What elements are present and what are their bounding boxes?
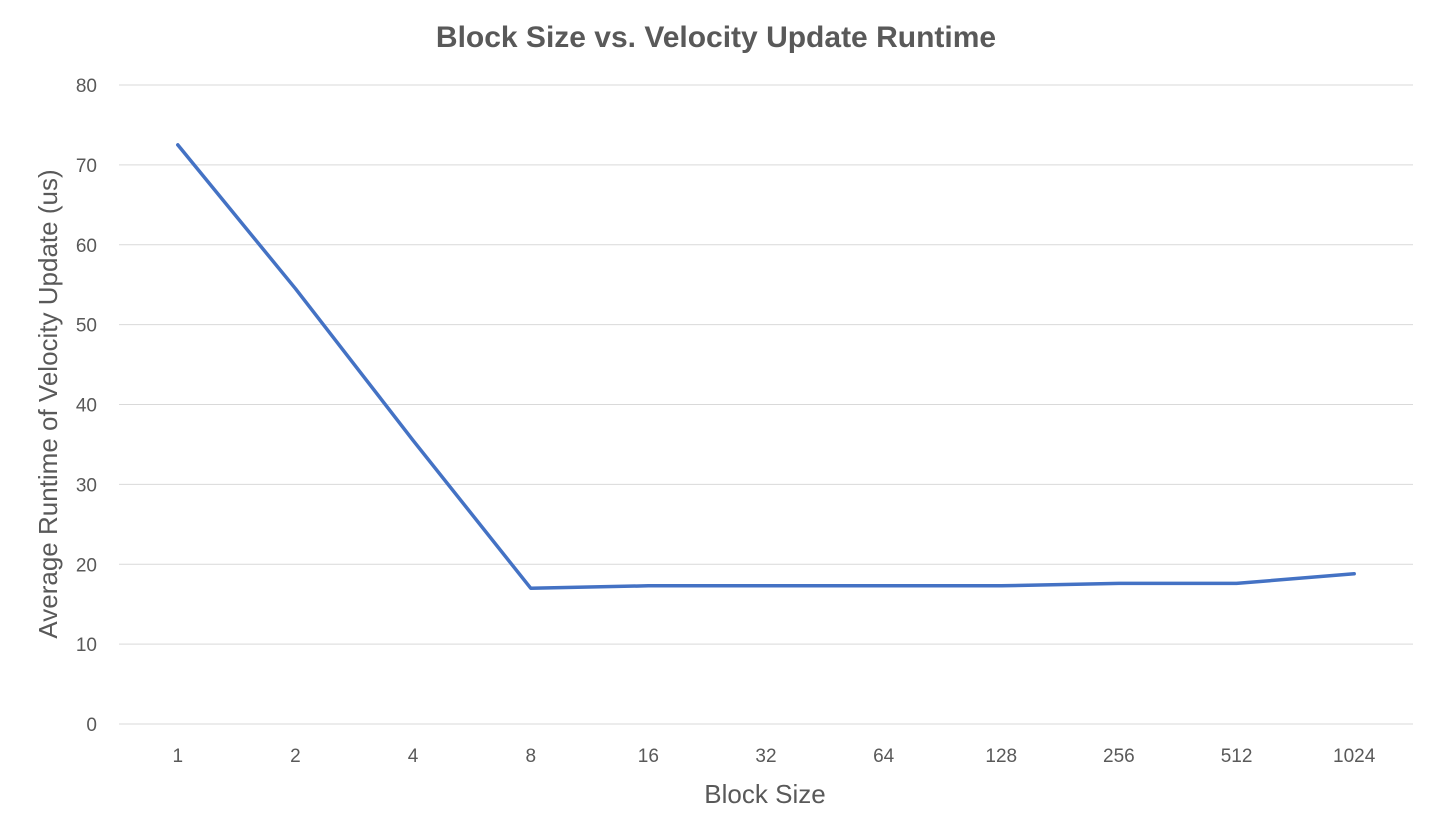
- x-tick-label: 256: [1103, 746, 1135, 767]
- y-axis-ticks: 0 10 20 30 40 50 60 70 80: [76, 76, 97, 736]
- gridlines: [119, 84, 1413, 725]
- chart-title: Block Size vs. Velocity Update Runtime: [436, 21, 996, 54]
- x-axis-ticks: 1 2 4 8 16 32 64 128 256 512 1024: [173, 746, 1376, 767]
- x-tick-label: 4: [408, 746, 419, 767]
- x-tick-label: 8: [525, 746, 536, 767]
- y-tick-label: 60: [76, 236, 97, 257]
- series-line-0: [176, 143, 1356, 590]
- x-tick-label: 512: [1221, 746, 1253, 767]
- y-tick-label: 10: [76, 635, 97, 656]
- x-tick-label: 64: [873, 746, 895, 767]
- x-tick-label: 32: [755, 746, 776, 767]
- y-axis-title: Average Runtime of Velocity Update (us): [33, 169, 63, 638]
- y-tick-label: 30: [76, 475, 97, 496]
- y-tick-label: 80: [76, 76, 97, 97]
- y-tick-label: 20: [76, 555, 97, 576]
- x-tick-label: 1024: [1333, 746, 1376, 767]
- y-tick-label: 40: [76, 396, 97, 417]
- x-axis-title: Block Size: [704, 779, 825, 809]
- y-tick-label: 0: [86, 715, 97, 736]
- series-layer: [176, 143, 1356, 590]
- x-tick-label: 128: [985, 746, 1017, 767]
- y-tick-label: 70: [76, 156, 97, 177]
- x-tick-label: 16: [638, 746, 659, 767]
- x-tick-label: 1: [173, 746, 184, 767]
- y-tick-label: 50: [76, 316, 97, 337]
- x-tick-label: 2: [290, 746, 301, 767]
